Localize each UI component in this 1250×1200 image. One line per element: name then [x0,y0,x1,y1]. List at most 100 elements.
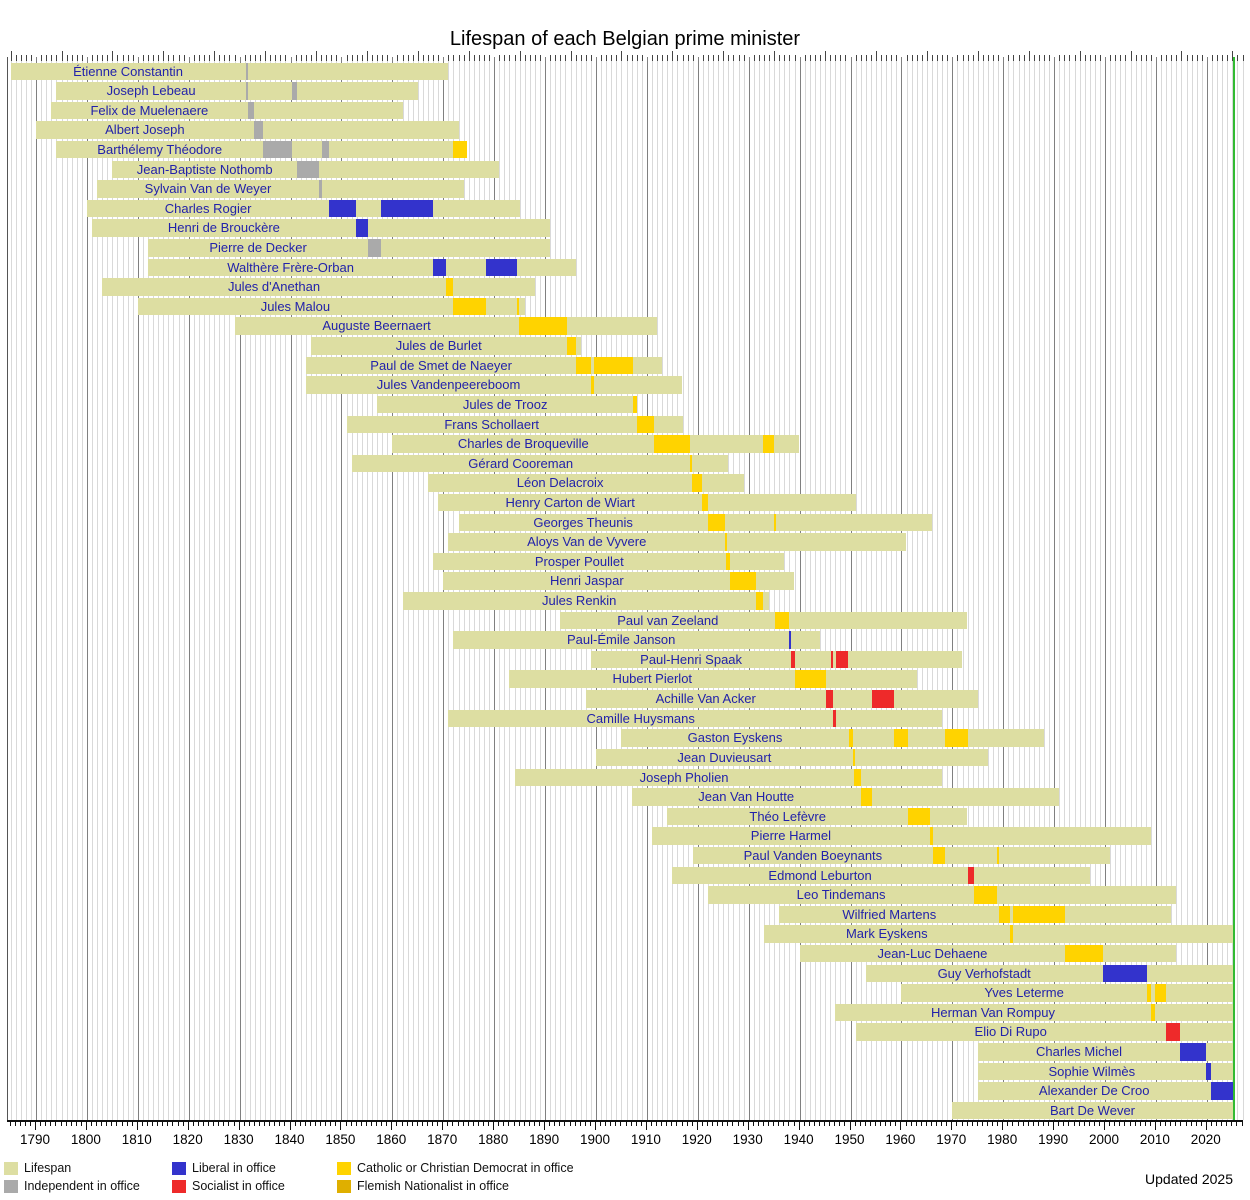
axis-year-tick [788,1122,790,1126]
pm-name-label: Yves Leterme [984,985,1064,1001]
axis-year-tick [498,1122,500,1126]
axis-year-tick [1160,1122,1161,1126]
axis-year-tick [671,1122,673,1126]
top-year-tick [713,55,714,61]
year-gridline [896,57,898,1120]
axis-year-tick [1195,1122,1197,1126]
axis-decade-tick [35,1122,36,1130]
top-year-tick [163,51,165,61]
top-year-tick [244,55,246,61]
pm-lifespan-bar [305,376,683,394]
office-term-segment-catholic [593,356,634,375]
axis-tick-label: 1970 [936,1132,967,1147]
top-year-tick [1079,51,1081,61]
pm-name-label: Albert Joseph [105,122,185,138]
pm-name-label: Alexander De Croo [1038,1083,1150,1099]
office-term-segment-catholic [725,552,731,571]
axis-year-tick [1093,1122,1095,1126]
year-gridline [1211,57,1213,1120]
pm-lifespan-bar [835,1003,1235,1022]
year-gridline [1237,57,1239,1120]
year-gridline [178,57,180,1120]
office-term-segment-catholic [929,827,934,845]
office-term-segment-catholic [702,493,708,512]
pm-name-label: Achille Van Acker [655,691,756,706]
office-term-segment-catholic [518,317,567,335]
pm-lifespan-bar [901,984,1235,1002]
top-year-tick [753,55,755,61]
axis-year-tick [579,1122,581,1126]
axis-year-tick [610,1122,612,1126]
pm-name-label: Henry Carton de Wiart [505,494,635,510]
axis-year-tick [457,1122,459,1126]
pm-name-label: Jules de Burlet [395,338,482,353]
axis-year-tick [1221,1122,1223,1126]
top-year-tick [1013,55,1015,61]
pm-lifespan-bar [977,1043,1235,1061]
top-year-tick [76,55,78,61]
axis-year-tick [147,1122,148,1126]
office-term-segment-catholic [908,807,930,826]
top-year-tick [1110,55,1112,61]
office-term-segment-independent [253,121,263,139]
axis-year-tick [768,1122,769,1126]
top-year-tick [254,55,256,61]
axis-year-tick [925,1122,927,1126]
axis-decade-tick [696,1122,698,1130]
axis-year-tick [19,1122,21,1126]
year-gridline [356,57,358,1120]
axis-year-tick [477,1122,479,1126]
axis-year-tick [686,1122,688,1126]
year-gridline [193,57,195,1120]
year-gridline [962,57,964,1120]
year-gridline [25,57,27,1120]
top-year-tick [957,55,959,61]
year-gridline [51,57,53,1120]
pm-lifespan-bar [631,788,1060,806]
office-term-segment-socialist [833,709,837,728]
axis-tick-label: 1860 [376,1132,407,1147]
decade-gridline [290,57,292,1120]
top-year-tick [326,55,328,61]
axis-year-tick [1063,1122,1065,1126]
axis-year-tick [1236,1122,1238,1126]
axis-year-tick [421,1122,423,1126]
top-year-tick [433,55,435,61]
axis-year-tick [910,1122,912,1126]
top-year-tick [870,55,872,61]
top-year-tick [667,55,669,61]
top-year-tick [310,55,312,61]
year-gridline [15,57,17,1120]
axis-tick-label: 2000 [1088,1132,1120,1147]
top-year-tick [835,55,837,61]
axis-year-tick [829,1122,831,1126]
top-year-tick [590,55,592,61]
office-term-segment-catholic [692,474,703,492]
pm-name-label: Gérard Cooreman [468,455,574,471]
decade-gridline [952,57,954,1120]
top-year-tick [209,55,211,61]
axis-year-tick [371,1122,372,1126]
pm-name-label: Joseph Lebeau [106,83,196,99]
top-year-tick [789,55,791,61]
top-year-tick [468,51,470,61]
top-year-tick [234,55,236,61]
top-year-tick [1099,55,1101,61]
axis-decade-tick [951,1122,953,1130]
axis-year-tick [549,1122,551,1126]
axis-year-tick [869,1122,871,1126]
year-gridline [870,57,872,1120]
year-gridline [926,57,928,1120]
pm-lifespan-bar [377,395,637,414]
pm-name-label: Henri Jaspar [549,573,624,589]
legend-label: Flemish Nationalist in office [357,1179,509,1193]
pm-lifespan-bar [453,631,820,649]
year-gridline [1110,57,1112,1120]
axis-year-tick [55,1122,57,1126]
office-term-segment-catholic [707,513,726,532]
top-year-tick [982,55,984,61]
year-gridline [993,57,994,1120]
pm-name-label: Elio Di Rupo [974,1024,1047,1040]
top-year-tick [809,55,811,61]
top-year-tick [657,55,659,61]
